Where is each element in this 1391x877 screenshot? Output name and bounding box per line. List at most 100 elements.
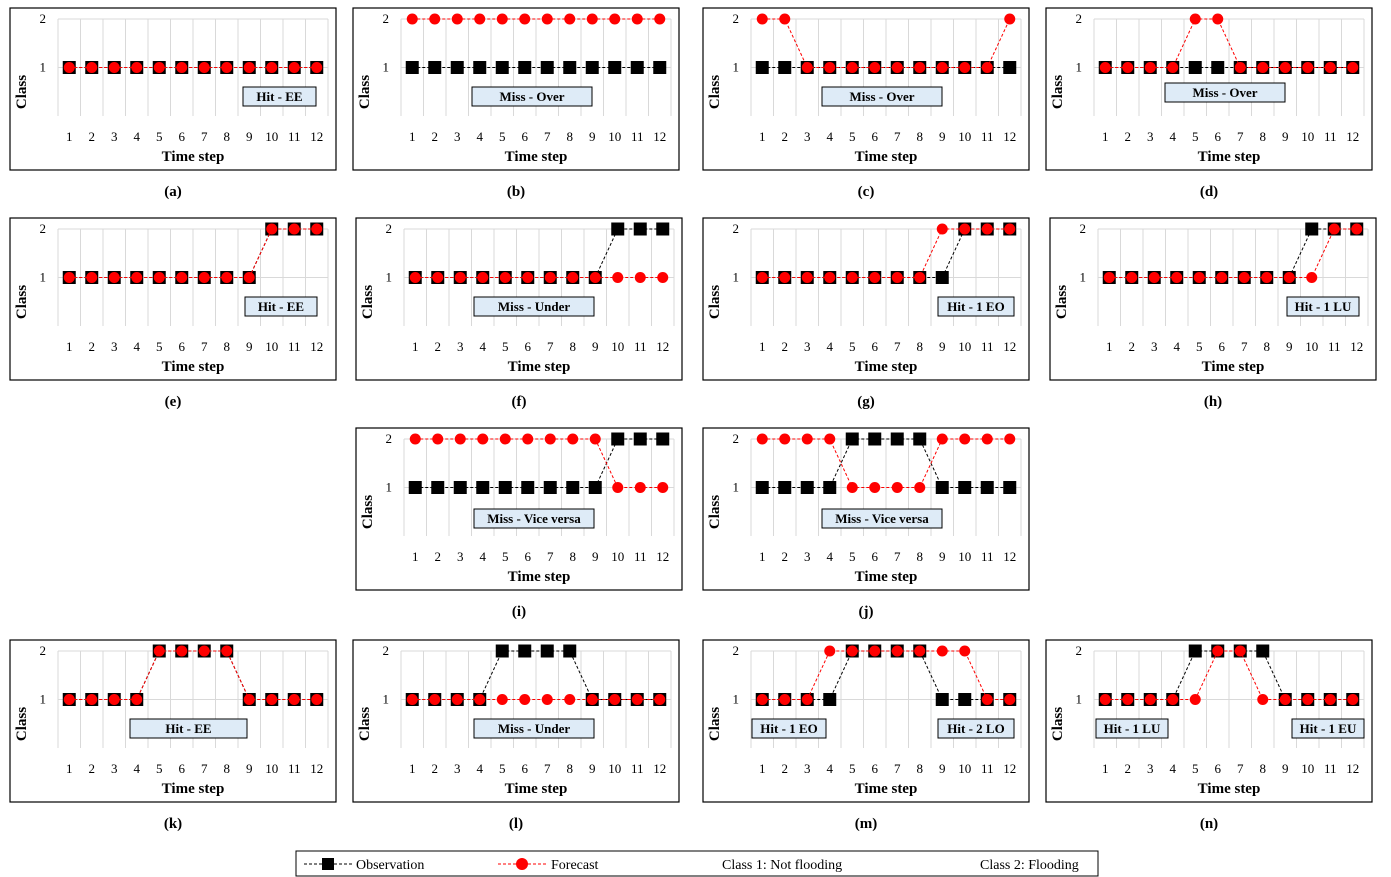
forecast-point xyxy=(131,272,143,283)
forecast-point xyxy=(981,223,993,235)
panel-caption: (f) xyxy=(512,394,527,410)
x-tick-label: 1 xyxy=(66,761,73,776)
forecast-point xyxy=(869,645,881,657)
observation-point xyxy=(935,481,949,494)
x-tick-label: 10 xyxy=(958,129,971,144)
forecast-point xyxy=(869,482,881,493)
y-axis-title: Class xyxy=(1050,75,1066,109)
forecast-point xyxy=(288,62,300,73)
forecast-point xyxy=(869,62,881,73)
forecast-point xyxy=(544,272,556,283)
forecast-point xyxy=(1167,694,1179,705)
x-tick-label: 12 xyxy=(656,339,669,354)
x-tick-label: 1 xyxy=(759,549,766,564)
panel-caption: (j) xyxy=(859,604,874,620)
x-tick-label: 1 xyxy=(66,129,73,144)
x-tick-label: 3 xyxy=(454,761,461,776)
x-tick-label: 8 xyxy=(1260,761,1267,776)
x-tick-label: 7 xyxy=(1241,339,1248,354)
panel-caption: (d) xyxy=(1200,184,1218,200)
y-axis-title: Class xyxy=(1054,285,1070,319)
forecast-point xyxy=(496,13,508,25)
y-tick-label: 1 xyxy=(383,692,390,707)
y-axis-title: Class xyxy=(357,707,373,741)
x-tick-label: 3 xyxy=(454,129,461,144)
y-tick-label: 2 xyxy=(40,643,47,658)
observation-point xyxy=(405,61,419,74)
forecast-point xyxy=(1257,62,1269,73)
forecast-point xyxy=(266,694,278,705)
x-tick-label: 2 xyxy=(782,339,789,354)
x-tick-label: 10 xyxy=(608,129,621,144)
forecast-point xyxy=(432,272,444,283)
x-tick-label: 3 xyxy=(457,549,464,564)
y-tick-label: 2 xyxy=(386,221,393,236)
forecast-point xyxy=(432,433,444,445)
x-tick-label: 7 xyxy=(894,129,901,144)
forecast-point xyxy=(756,433,768,445)
forecast-point xyxy=(243,62,255,73)
x-tick-label: 7 xyxy=(201,339,208,354)
x-tick-label: 1 xyxy=(409,129,416,144)
y-tick-label: 2 xyxy=(733,643,740,658)
panel-caption: (c) xyxy=(858,184,875,200)
x-tick-label: 8 xyxy=(1260,129,1267,144)
x-axis-title: Time step xyxy=(162,781,225,797)
x-tick-label: 6 xyxy=(179,129,186,144)
forecast-point xyxy=(243,272,255,283)
observation-point xyxy=(1256,644,1270,658)
x-tick-label: 4 xyxy=(134,761,141,776)
y-tick-label: 1 xyxy=(1076,60,1083,75)
panel-caption: (b) xyxy=(507,184,525,200)
panel-caption: (n) xyxy=(1200,816,1218,832)
x-tick-label: 7 xyxy=(544,129,551,144)
x-tick-label: 5 xyxy=(849,129,856,144)
x-tick-label: 3 xyxy=(457,339,464,354)
y-tick-label: 1 xyxy=(386,270,393,285)
forecast-point xyxy=(567,433,579,445)
x-tick-label: 1 xyxy=(1106,339,1113,354)
forecast-point xyxy=(311,62,323,73)
forecast-point xyxy=(914,482,926,493)
x-tick-label: 2 xyxy=(435,549,442,564)
observation-point xyxy=(588,481,602,494)
forecast-point xyxy=(519,694,531,705)
forecast-point xyxy=(891,645,903,657)
x-tick-label: 3 xyxy=(111,129,118,144)
panel-caption: (e) xyxy=(165,394,182,410)
observation-point xyxy=(450,61,464,74)
x-tick-label: 9 xyxy=(939,129,946,144)
observation-point xyxy=(431,481,445,494)
forecast-point xyxy=(914,645,926,657)
forecast-point xyxy=(1306,272,1318,283)
x-tick-label: 6 xyxy=(872,549,879,564)
forecast-point xyxy=(108,272,120,283)
forecast-point xyxy=(846,62,858,73)
x-tick-label: 10 xyxy=(958,761,971,776)
x-tick-label: 3 xyxy=(804,129,811,144)
x-tick-label: 5 xyxy=(502,339,509,354)
x-tick-label: 10 xyxy=(265,761,278,776)
result-tag-label: Hit - 1 LU xyxy=(1104,721,1161,736)
result-tag-box xyxy=(821,86,943,107)
x-axis-title: Time step xyxy=(1198,149,1261,165)
observation-point xyxy=(1305,222,1319,236)
forecast-point xyxy=(176,645,188,657)
forecast-point xyxy=(1283,272,1295,283)
y-axis-title: Class xyxy=(14,285,30,319)
result-tag-box xyxy=(129,718,248,739)
forecast-point xyxy=(86,694,98,705)
x-tick-label: 9 xyxy=(246,339,253,354)
observation-point xyxy=(868,432,882,446)
x-tick-label: 7 xyxy=(547,549,554,564)
x-tick-label: 12 xyxy=(1346,129,1359,144)
x-tick-label: 12 xyxy=(310,761,323,776)
y-tick-label: 2 xyxy=(386,431,393,446)
observation-point xyxy=(778,481,792,494)
forecast-point xyxy=(1279,694,1291,705)
